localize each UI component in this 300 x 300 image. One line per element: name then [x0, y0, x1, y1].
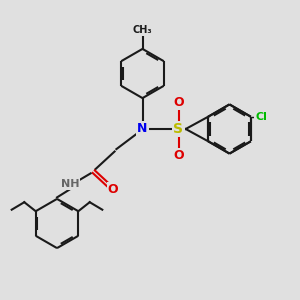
Text: O: O — [173, 149, 184, 162]
Text: Cl: Cl — [255, 112, 267, 122]
Text: N: N — [137, 122, 148, 136]
Text: CH₃: CH₃ — [133, 25, 152, 35]
Text: NH: NH — [61, 178, 79, 189]
Text: O: O — [173, 96, 184, 109]
Text: O: O — [108, 183, 118, 196]
Text: S: S — [173, 122, 184, 136]
